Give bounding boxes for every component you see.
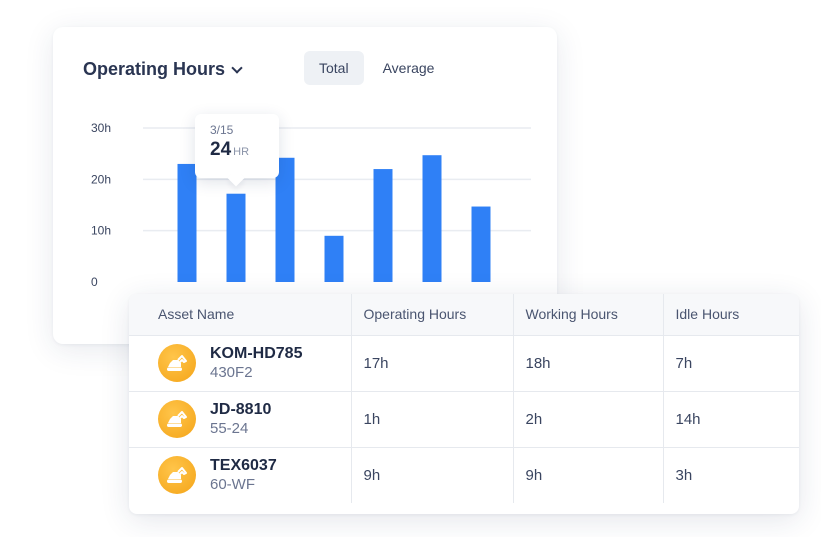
asset-name[interactable]: JD-8810 [210, 401, 272, 418]
cell-idle-hours: 3h [663, 446, 799, 503]
cell-working-hours: 18h [513, 334, 664, 391]
chart-bar[interactable] [226, 193, 246, 282]
y-tick-label: 30h [91, 121, 111, 135]
asset-cell: KOM-HD785 430F2 [158, 344, 339, 382]
tooltip-unit: HR [233, 146, 250, 158]
chart-bar[interactable] [422, 155, 442, 282]
chart-title-dropdown[interactable]: Operating Hours [83, 59, 243, 80]
asset-cell: TEX6037 60-WF [158, 456, 339, 495]
cell-working-hours: 2h [513, 390, 664, 447]
y-tick-label: 0 [91, 275, 98, 289]
chart-bar[interactable] [373, 169, 393, 282]
cell-idle-hours: 7h [663, 334, 799, 391]
table-row[interactable]: KOM-HD785 430F2 17h 18h 7h [129, 334, 799, 391]
asset-code: 55-24 [210, 420, 249, 437]
asset-text: JD-8810 55-24 [210, 400, 271, 438]
table-row[interactable]: TEX6037 60-WF 9h 9h 3h [129, 446, 799, 503]
asset-code: 60-WF [210, 476, 255, 494]
bar-tooltip: 3/15 24 HR [195, 114, 279, 178]
col-idle-hours[interactable]: Idle Hours [663, 294, 799, 335]
toggle-total[interactable]: Total [304, 51, 364, 85]
excavator-icon [158, 400, 196, 438]
cell-asset: JD-8810 55-24 [129, 390, 352, 447]
excavator-icon [158, 456, 196, 495]
cell-idle-hours: 14h [663, 390, 799, 447]
cell-working-hours: 9h [513, 446, 664, 503]
tooltip-value-row: 24 HR [210, 139, 279, 161]
col-working-hours[interactable]: Working Hours [513, 294, 664, 335]
tooltip-value: 24 [210, 139, 232, 160]
cell-operating-hours: 17h [351, 334, 514, 391]
cell-operating-hours: 1h [351, 390, 514, 447]
y-tick-label: 10h [91, 224, 111, 238]
operating-hours-card: Operating Hours Total Average 0 10h 20h 30h… [53, 27, 557, 344]
table-row[interactable]: JD-8810 55-24 1h 2h 14h [129, 390, 799, 447]
asset-hours-table: Asset Name Operating Hours Working Hours… [129, 294, 799, 503]
asset-hours-table-card: Asset Name Operating Hours Working Hours… [129, 294, 799, 514]
aggregation-toggle: Total Average [304, 51, 449, 85]
col-operating-hours[interactable]: Operating Hours [351, 294, 514, 335]
chart-bar[interactable] [177, 163, 197, 282]
cell-asset: TEX6037 60-WF [129, 446, 352, 503]
asset-cell: JD-8810 55-24 [158, 400, 339, 438]
cell-asset: KOM-HD785 430F2 [129, 334, 352, 391]
y-tick-label: 20h [91, 172, 111, 186]
asset-name[interactable]: KOM-HD785 [210, 345, 303, 362]
chart-title: Operating Hours [83, 59, 226, 79]
col-asset-name[interactable]: Asset Name [129, 294, 352, 335]
bar-chart: 0 10h 20h 30h [91, 121, 531, 289]
cell-operating-hours: 9h [351, 446, 514, 503]
chart-bar[interactable] [471, 206, 491, 282]
asset-text: TEX6037 60-WF [210, 456, 277, 494]
chart-bar[interactable] [324, 235, 344, 282]
excavator-icon [158, 344, 196, 382]
toggle-average[interactable]: Average [368, 51, 450, 85]
table-header-row: Asset Name Operating Hours Working Hours… [129, 294, 799, 335]
asset-name[interactable]: TEX6037 [210, 457, 277, 475]
chart-bar[interactable] [275, 157, 295, 282]
asset-text: KOM-HD785 430F2 [210, 344, 302, 382]
tooltip-date: 3/15 [210, 123, 234, 137]
asset-code: 430F2 [210, 364, 253, 381]
